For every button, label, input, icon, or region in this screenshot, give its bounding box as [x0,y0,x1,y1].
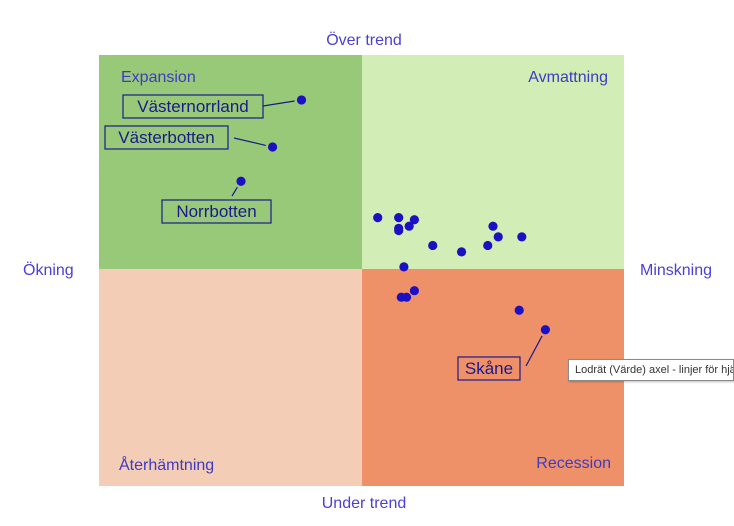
callout-leader-line [231,186,238,197]
callout-leader-line [233,137,266,147]
data-point[interactable] [456,247,467,257]
data-point[interactable] [409,215,419,225]
data-point[interactable] [394,213,404,223]
callout-leader-line [262,100,295,107]
gridline-tooltip: Lodrät (Värde) axel - linjer för hjälpnä… [568,359,734,381]
data-point[interactable] [488,221,498,231]
data-point[interactable] [373,213,383,223]
callout-leader-line [525,335,543,367]
quadrant-label-2: Återhämtning [119,455,214,474]
data-point[interactable] [394,225,404,236]
callout-box [122,94,264,119]
data-point[interactable] [267,142,278,152]
data-point[interactable] [236,176,246,186]
quadrant-label-3: Recession [536,455,611,472]
quadrant-label-1: Avmattning [528,69,608,86]
data-point[interactable] [517,232,527,242]
data-point[interactable] [396,292,406,302]
data-point[interactable] [540,325,551,335]
callout-box [161,199,272,224]
callout-box [457,356,521,381]
data-point[interactable] [404,221,414,231]
callout-box [104,125,229,150]
data-point[interactable] [493,232,503,242]
quadrant-0 [99,55,362,269]
data-label: Norrbotten [176,202,256,221]
data-point[interactable] [514,305,524,315]
axis-title-right: Minskning [640,262,712,279]
quadrant-2 [99,269,362,486]
data-point[interactable] [483,240,493,251]
quadrant-1 [362,55,624,269]
axis-title-bottom: Under trend [322,495,407,512]
axis-title-top: Över trend [326,31,402,49]
data-label: Skåne [465,359,513,378]
data-point[interactable] [428,240,438,251]
data-point[interactable] [399,262,409,272]
axis-title-left: Ökning [23,261,74,279]
data-label: Västerbotten [118,128,214,147]
quadrant-label-0: Expansion [121,69,196,86]
data-point[interactable] [409,286,419,296]
data-point[interactable] [296,95,307,105]
data-label: Västernorrland [137,97,249,116]
